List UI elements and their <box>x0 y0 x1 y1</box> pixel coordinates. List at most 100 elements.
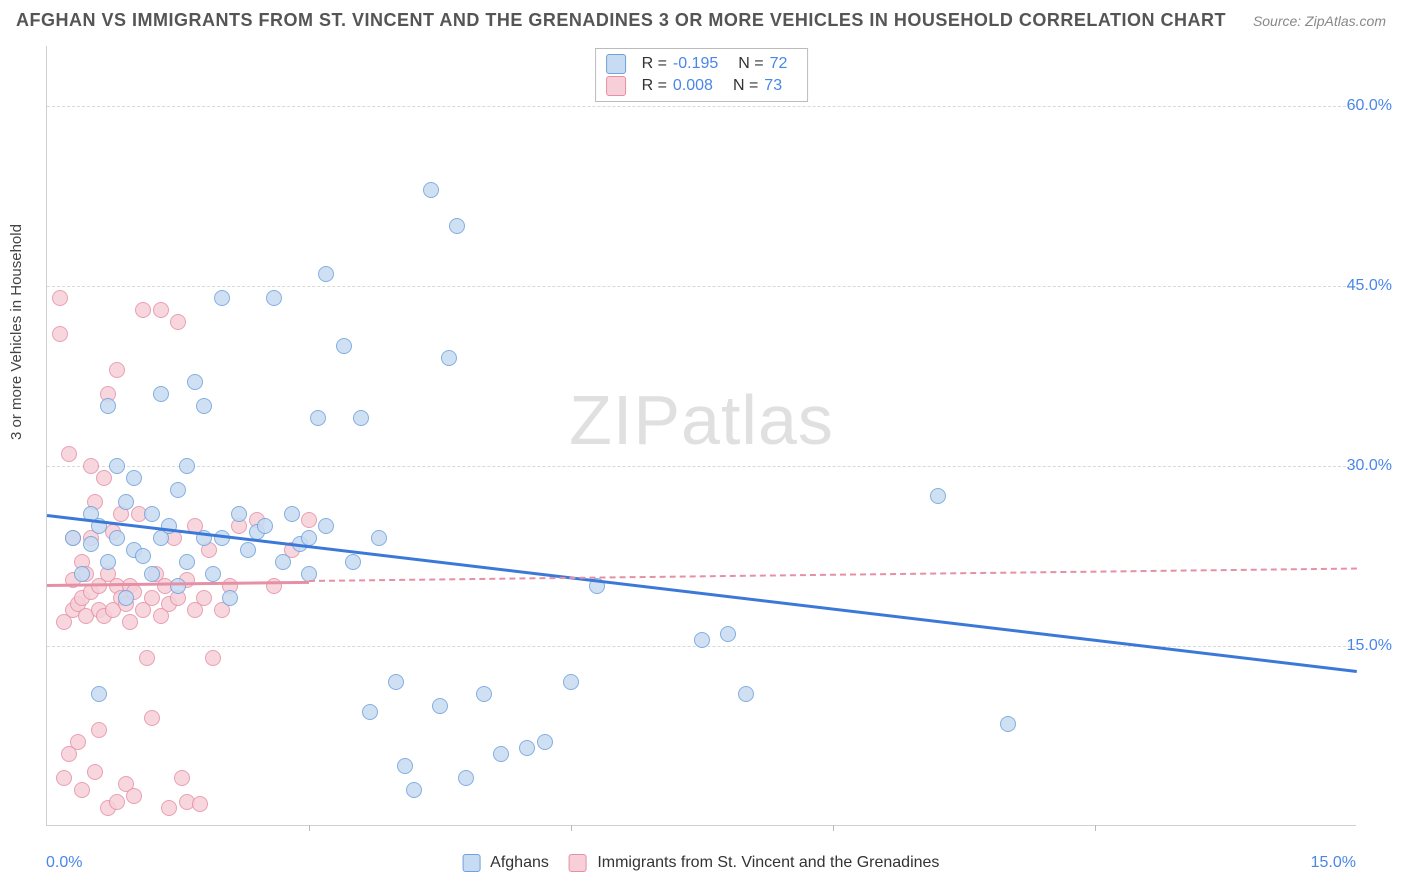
scatter-point <box>52 290 68 306</box>
scatter-point <box>222 590 238 606</box>
scatter-point <box>118 494 134 510</box>
scatter-point <box>196 398 212 414</box>
scatter-point <box>353 410 369 426</box>
scatter-point <box>301 512 317 528</box>
swatch-a-icon <box>463 854 481 872</box>
scatter-point <box>135 548 151 564</box>
scatter-point <box>91 722 107 738</box>
source-label: Source: ZipAtlas.com <box>1253 13 1386 29</box>
scatter-point <box>179 458 195 474</box>
scatter-point <box>109 458 125 474</box>
legend-row-b: R =0.008 N =73 <box>606 75 798 97</box>
scatter-point <box>388 674 404 690</box>
scatter-point <box>65 530 81 546</box>
scatter-point <box>738 686 754 702</box>
scatter-point <box>109 362 125 378</box>
scatter-point <box>1000 716 1016 732</box>
scatter-point <box>187 374 203 390</box>
scatter-point <box>476 686 492 702</box>
scatter-point <box>336 338 352 354</box>
scatter-point <box>61 446 77 462</box>
scatter-point <box>694 632 710 648</box>
scatter-point <box>563 674 579 690</box>
scatter-point <box>96 470 112 486</box>
scatter-point <box>441 350 457 366</box>
scatter-point <box>126 788 142 804</box>
scatter-point <box>144 590 160 606</box>
scatter-point <box>345 554 361 570</box>
y-tick-label: 15.0% <box>1347 637 1392 655</box>
scatter-point <box>214 290 230 306</box>
scatter-point <box>192 796 208 812</box>
scatter-point <box>205 650 221 666</box>
scatter-point <box>930 488 946 504</box>
scatter-point <box>318 518 334 534</box>
legend-row-a: R =-0.195 N =72 <box>606 53 798 75</box>
y-axis-label: 3 or more Vehicles in Household <box>8 224 25 440</box>
scatter-point <box>519 740 535 756</box>
scatter-point <box>179 554 195 570</box>
scatter-point <box>153 302 169 318</box>
y-tick-label: 30.0% <box>1347 457 1392 475</box>
scatter-point <box>310 410 326 426</box>
scatter-point <box>83 458 99 474</box>
scatter-point <box>100 398 116 414</box>
scatter-point <box>122 614 138 630</box>
swatch-a-icon <box>606 54 626 74</box>
scatter-point <box>139 650 155 666</box>
scatter-point <box>432 698 448 714</box>
x-axis-row: 0.0% Afghans Immigrants from St. Vincent… <box>46 854 1356 884</box>
scatter-point <box>720 626 736 642</box>
scatter-point <box>406 782 422 798</box>
scatter-point <box>371 530 387 546</box>
scatter-point <box>144 566 160 582</box>
scatter-point <box>70 734 86 750</box>
scatter-point <box>537 734 553 750</box>
r-value-a: -0.195 <box>673 55 718 73</box>
n-value-a: 72 <box>770 55 788 73</box>
scatter-point <box>126 470 142 486</box>
scatter-point <box>91 686 107 702</box>
y-tick-label: 45.0% <box>1347 277 1392 295</box>
scatter-point <box>144 506 160 522</box>
watermark: ZIPatlas <box>569 380 834 460</box>
scatter-point <box>161 800 177 816</box>
chart-plot-area: ZIPatlas R =-0.195 N =72 R =0.008 N =73 <box>46 46 1356 826</box>
x-max-label: 15.0% <box>1311 854 1356 872</box>
scatter-point <box>362 704 378 720</box>
scatter-point <box>56 770 72 786</box>
scatter-point <box>74 782 90 798</box>
series-legend: Afghans Immigrants from St. Vincent and … <box>463 854 940 872</box>
scatter-point <box>493 746 509 762</box>
chart-title: AFGHAN VS IMMIGRANTS FROM ST. VINCENT AN… <box>16 10 1226 31</box>
y-tick-label: 60.0% <box>1347 97 1392 115</box>
scatter-point <box>318 266 334 282</box>
scatter-point <box>284 506 300 522</box>
scatter-point <box>449 218 465 234</box>
n-value-b: 73 <box>764 77 782 95</box>
scatter-point <box>397 758 413 774</box>
scatter-point <box>240 542 256 558</box>
scatter-point <box>458 770 474 786</box>
scatter-point <box>231 506 247 522</box>
scatter-point <box>174 770 190 786</box>
scatter-point <box>118 590 134 606</box>
scatter-point <box>83 536 99 552</box>
r-value-b: 0.008 <box>673 77 713 95</box>
scatter-point <box>52 326 68 342</box>
correlation-legend: R =-0.195 N =72 R =0.008 N =73 <box>595 48 809 102</box>
scatter-point <box>109 794 125 810</box>
swatch-b-icon <box>569 854 587 872</box>
scatter-point <box>205 566 221 582</box>
scatter-point <box>266 290 282 306</box>
legend-item-a: Afghans <box>463 854 549 872</box>
trend-line <box>309 568 1357 582</box>
legend-item-b: Immigrants from St. Vincent and the Gren… <box>569 854 940 872</box>
scatter-point <box>100 554 116 570</box>
scatter-point <box>170 578 186 594</box>
scatter-point <box>257 518 273 534</box>
swatch-b-icon <box>606 76 626 96</box>
scatter-point <box>170 482 186 498</box>
scatter-point <box>423 182 439 198</box>
scatter-point <box>87 764 103 780</box>
